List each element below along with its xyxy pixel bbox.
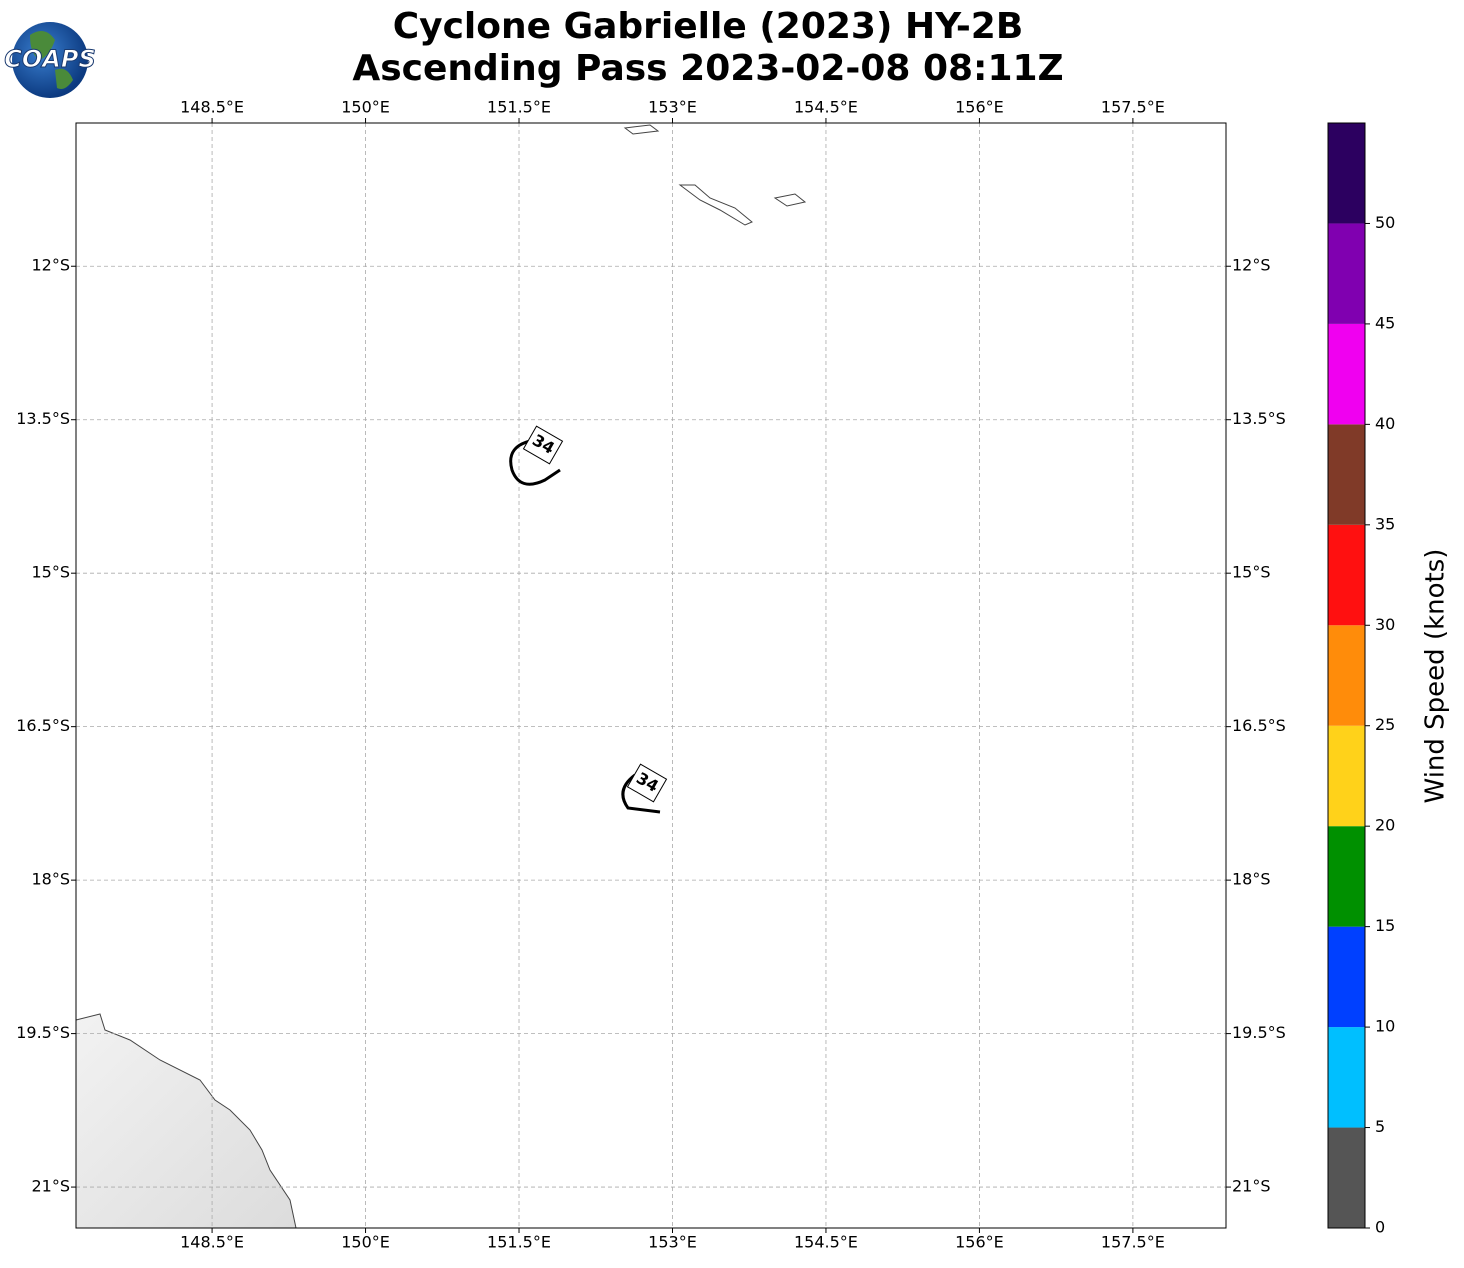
y-tick-label: 18°S <box>1232 870 1271 889</box>
colorbar-tick-label: 5 <box>1375 1117 1385 1136</box>
island <box>623 124 807 226</box>
x-tick-label: 154.5°E <box>794 98 858 117</box>
colorbar-tick-label: 10 <box>1375 1017 1395 1036</box>
x-tick-label: 148.5°E <box>180 1233 244 1252</box>
colorbar-bin <box>1328 424 1365 525</box>
colorbar-bin <box>1328 223 1365 324</box>
grid <box>76 123 1226 1228</box>
map: 34 34 <box>75 122 1227 1229</box>
x-tick-label: 150°E <box>341 98 390 117</box>
x-tick-label: 151.5°E <box>487 98 551 117</box>
y-tick-label: 15°S <box>1232 563 1271 582</box>
colorbar-label: Wind Speed (knots) <box>1421 549 1451 804</box>
colorbar-tick-label: 35 <box>1375 514 1395 533</box>
x-tick-label: 154.5°E <box>794 1233 858 1252</box>
x-tick-label: 150°E <box>341 1233 390 1252</box>
colorbar-frame <box>1327 122 1366 1229</box>
y-tick-label: 19.5°S <box>16 1023 70 1042</box>
x-tick-label: 153°E <box>648 1233 697 1252</box>
x-tick-label: 153°E <box>648 98 697 117</box>
colorbar-bin <box>1328 725 1365 827</box>
y-tick-label: 19.5°S <box>1232 1023 1286 1042</box>
colorbar-tick-label: 45 <box>1375 313 1395 332</box>
y-tick-label: 13.5°S <box>1232 409 1286 428</box>
x-tick-label: 157.5°E <box>1101 98 1165 117</box>
x-tick-label: 156°E <box>955 1233 1004 1252</box>
colorbar-bin <box>1328 826 1365 927</box>
y-tick-label: 18°S <box>31 870 70 889</box>
y-tick-label: 21°S <box>1232 1177 1271 1196</box>
y-tick-label: 13.5°S <box>16 409 70 428</box>
y-tick-label: 15°S <box>31 563 70 582</box>
y-tick-label: 12°S <box>31 256 70 275</box>
y-tick-label: 16.5°S <box>16 716 70 735</box>
logo-text: COAPS <box>4 45 95 73</box>
colorbar-bin <box>1328 926 1365 1028</box>
x-tick-label: 148.5°E <box>180 98 244 117</box>
colorbar-bin <box>1328 524 1365 626</box>
colorbar-tick-label: 25 <box>1375 715 1395 734</box>
title-line: Ascending Pass 2023-02-08 08:11Z <box>352 48 1063 89</box>
colorbar-bin <box>1328 1027 1365 1128</box>
colorbar-tick-label: 40 <box>1375 414 1395 433</box>
y-tick-label: 12°S <box>1232 256 1271 275</box>
colorbar-tick-label: 30 <box>1375 615 1395 634</box>
map-background <box>76 123 1226 1228</box>
title-line: Cyclone Gabrielle (2023) HY-2B <box>393 6 1024 47</box>
y-tick-label: 21°S <box>31 1177 70 1196</box>
x-tick-label: 156°E <box>955 98 1004 117</box>
map-frame <box>75 122 1227 1229</box>
colorbar-tick-label: 15 <box>1375 916 1395 935</box>
colorbar-bin <box>1328 323 1365 425</box>
colorbar-bin <box>1328 123 1365 224</box>
colorbar-tick-label: 0 <box>1375 1218 1385 1237</box>
x-tick-label: 157.5°E <box>1101 1233 1165 1252</box>
colorbar: 0 5 10 15 20 25 30 35 40 45 50 <box>1327 122 1395 1237</box>
colorbar-bin <box>1328 1127 1365 1228</box>
logo: COAPS <box>4 22 96 98</box>
colorbar-tick-label: 20 <box>1375 816 1395 835</box>
y-tick-label: 16.5°S <box>1232 716 1286 735</box>
x-tick-label: 151.5°E <box>487 1233 551 1252</box>
colorbar-bin <box>1328 625 1365 726</box>
colorbar-tick-label: 50 <box>1375 213 1395 232</box>
